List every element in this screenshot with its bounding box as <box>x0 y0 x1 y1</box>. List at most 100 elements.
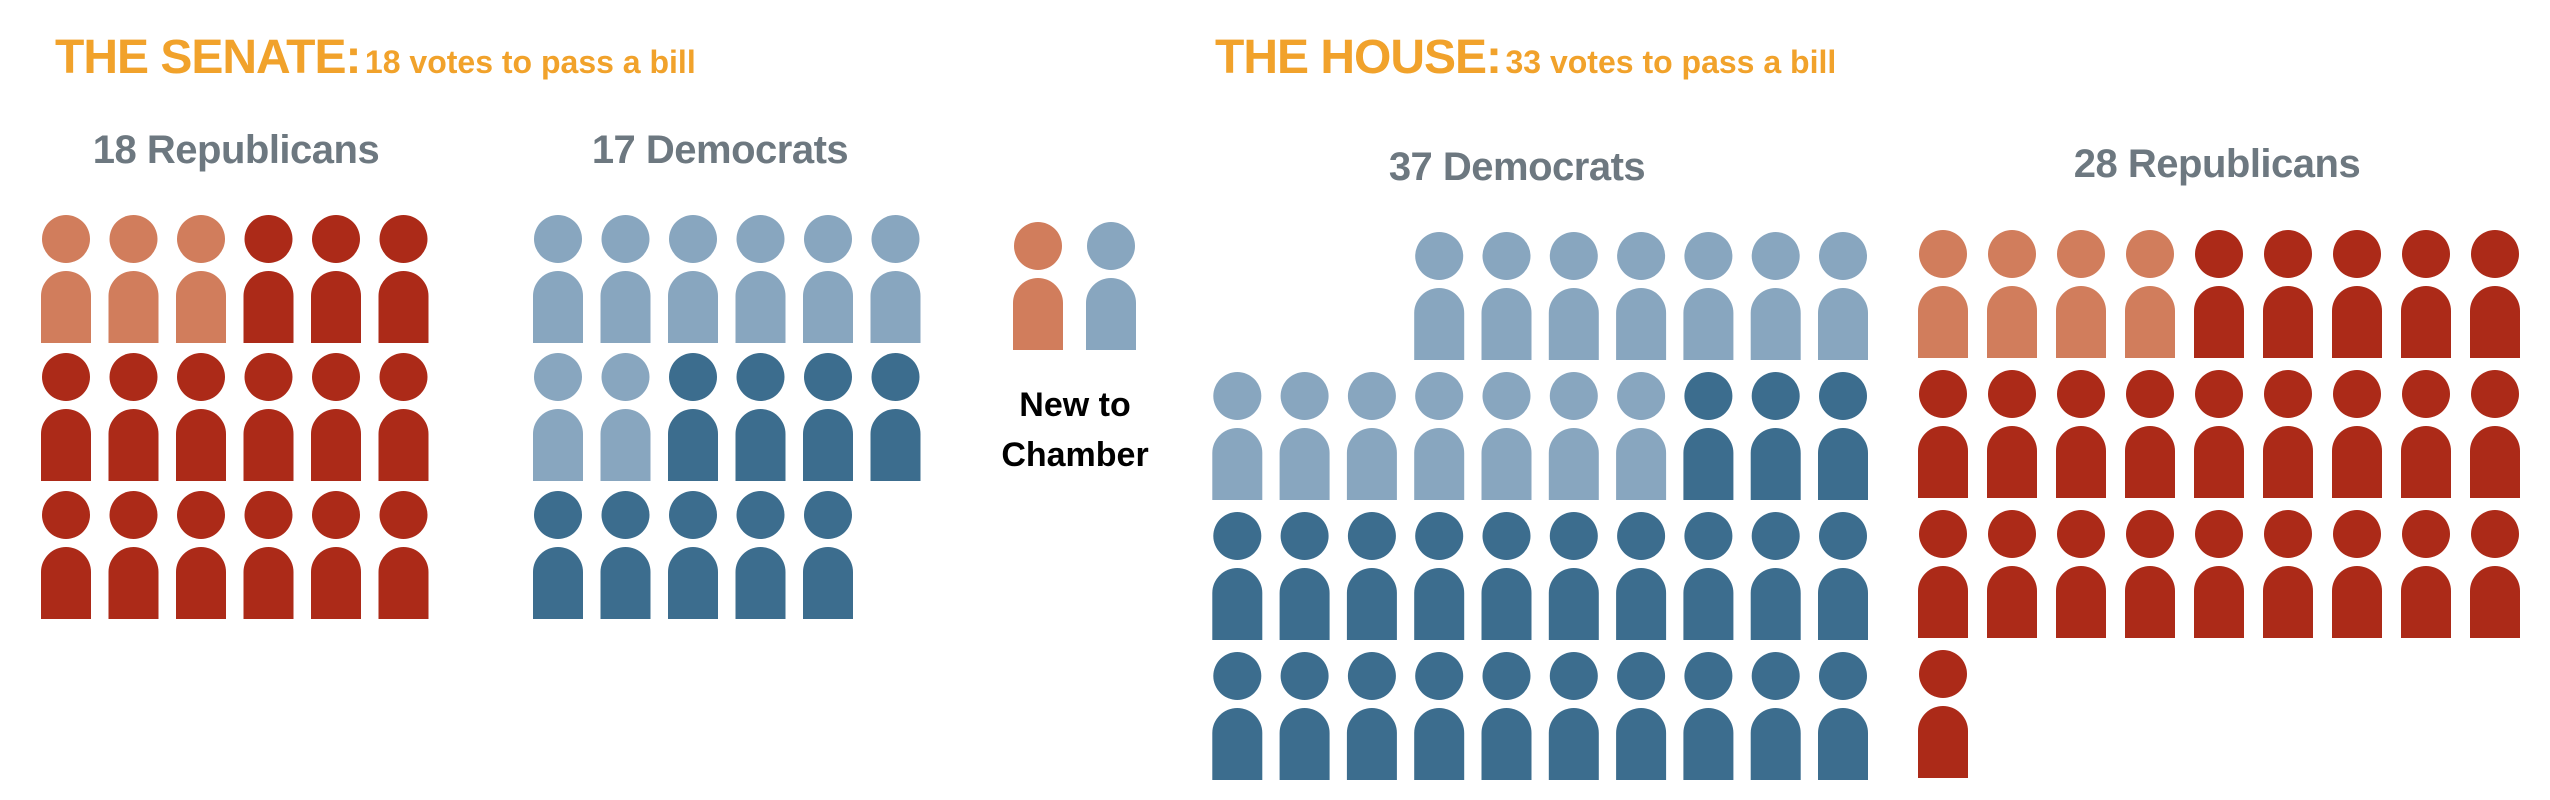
house-democrat-person-11 <box>1414 372 1465 500</box>
house-democrat-person-13 <box>1548 372 1599 500</box>
house-democrat-person-19 <box>1279 512 1330 640</box>
house-republican-person-9 <box>2470 230 2520 358</box>
senate-democrat-person-17 <box>803 491 853 619</box>
house-democrat-person-4 <box>1616 232 1667 360</box>
senate-democrat-person-14 <box>600 491 651 619</box>
house-republican-person-11 <box>1987 370 2037 498</box>
house-democrat-person-26 <box>1750 512 1801 640</box>
house-democrat-person-32 <box>1481 652 1532 780</box>
house-democrat-person-10 <box>1346 372 1397 500</box>
senate-democrat-person-11 <box>803 353 853 481</box>
house-democrat-person-5 <box>1683 232 1734 360</box>
senate-republican-person-5 <box>311 215 361 343</box>
house-republican-person-7 <box>2332 230 2382 358</box>
house-republican-person-12 <box>2056 370 2106 498</box>
house-republican-person-3 <box>2056 230 2106 358</box>
senate-republican-person-10 <box>243 353 294 481</box>
house-democrat-person-30 <box>1346 652 1397 780</box>
house-democrat-person-3 <box>1548 232 1599 360</box>
house-republican-person-25 <box>2332 510 2382 638</box>
house-democrat-person-23 <box>1548 512 1599 640</box>
senate-democrat-person-15 <box>668 491 718 619</box>
senate-democrat-person-5 <box>803 215 853 343</box>
senate-republican-person-17 <box>311 491 361 619</box>
senate-democrat-person-12 <box>870 353 921 481</box>
house-democrat-person-28 <box>1212 652 1263 780</box>
house-democrat-person-14 <box>1616 372 1667 500</box>
senate-democrat-person-2 <box>600 215 651 343</box>
house-democrat-person-6 <box>1750 232 1801 360</box>
house-democrat-person-29 <box>1279 652 1330 780</box>
senate-democrat-person-10 <box>735 353 786 481</box>
house-republican-person-20 <box>1987 510 2037 638</box>
house-republican-person-4 <box>2125 230 2175 358</box>
house-democrat-person-22 <box>1481 512 1532 640</box>
senate-republican-person-3 <box>176 215 226 343</box>
house-democrat-person-24 <box>1616 512 1667 640</box>
house-democrat-person-2 <box>1481 232 1532 360</box>
house-republican-person-26 <box>2401 510 2451 638</box>
house-title-text: THE HOUSE: <box>1215 31 1502 84</box>
senate-subtitle: 18 votes to pass a bill <box>364 44 696 80</box>
house-democrat-person-27 <box>1818 512 1868 640</box>
house-democrat-person-18 <box>1212 512 1263 640</box>
senate-democrat-person-8 <box>600 353 651 481</box>
house-republican-person-19 <box>1918 510 1968 638</box>
house-democrat-person-25 <box>1683 512 1734 640</box>
senate-republican-person-1 <box>41 215 91 343</box>
senate-democrat-person-9 <box>668 353 718 481</box>
senate-republican-person-15 <box>176 491 226 619</box>
house-republican-person-18 <box>2470 370 2520 498</box>
senate-democrat-person-1 <box>533 215 583 343</box>
senate-republican-person-6 <box>378 215 429 343</box>
house-democrat-person-17 <box>1818 372 1868 500</box>
senate-democrat-person-13 <box>533 491 583 619</box>
legend-new-to-chamber-label: New to Chamber <box>975 380 1175 480</box>
senate-democrat-person-6 <box>870 215 921 343</box>
house-subtitle: 33 votes to pass a bill <box>1505 44 1837 80</box>
senate-republican-person-11 <box>311 353 361 481</box>
house-republican-person-24 <box>2263 510 2313 638</box>
house-democrat-person-1 <box>1414 232 1465 360</box>
senate-republican-person-4 <box>243 215 294 343</box>
senate-title: THE SENATE: 18 votes to pass a bill <box>55 30 696 85</box>
senate-democrats-label: 17 Democrats <box>591 128 849 172</box>
senate-title-text: THE SENATE: <box>55 31 361 84</box>
house-republican-person-6 <box>2263 230 2313 358</box>
house-republican-person-8 <box>2401 230 2451 358</box>
house-democrat-person-33 <box>1548 652 1599 780</box>
house-democrat-person-20 <box>1346 512 1397 640</box>
senate-republican-person-2 <box>108 215 159 343</box>
senate-republican-person-16 <box>243 491 294 619</box>
house-republicans-label: 28 Republicans <box>2073 142 2361 186</box>
house-republican-person-22 <box>2125 510 2175 638</box>
legend-new-republican-icon <box>1013 222 1063 350</box>
senate-democrat-person-16 <box>735 491 786 619</box>
house-democrats-label: 37 Democrats <box>1388 145 1646 189</box>
house-republican-person-5 <box>2194 230 2244 358</box>
house-democrat-person-12 <box>1481 372 1532 500</box>
senate-democrat-person-4 <box>735 215 786 343</box>
house-republican-person-14 <box>2194 370 2244 498</box>
senate-democrat-person-3 <box>668 215 718 343</box>
house-democrat-person-31 <box>1414 652 1465 780</box>
house-republican-person-28 <box>1918 650 1968 778</box>
house-republican-person-21 <box>2056 510 2106 638</box>
house-democrat-person-37 <box>1818 652 1868 780</box>
house-democrat-person-15 <box>1683 372 1734 500</box>
house-republican-person-10 <box>1918 370 1968 498</box>
senate-republican-person-13 <box>41 491 91 619</box>
legend-label-line2: Chamber <box>1001 436 1149 474</box>
house-democrat-person-36 <box>1750 652 1801 780</box>
senate-democrat-person-7 <box>533 353 583 481</box>
senate-republican-person-7 <box>41 353 91 481</box>
house-democrat-person-8 <box>1212 372 1263 500</box>
house-republican-person-2 <box>1987 230 2037 358</box>
house-democrat-person-7 <box>1818 232 1868 360</box>
house-republican-person-1 <box>1918 230 1968 358</box>
legend-new-democrat-icon <box>1086 222 1136 350</box>
house-democrat-person-21 <box>1414 512 1465 640</box>
house-democrat-person-16 <box>1750 372 1801 500</box>
house-democrat-person-9 <box>1279 372 1330 500</box>
